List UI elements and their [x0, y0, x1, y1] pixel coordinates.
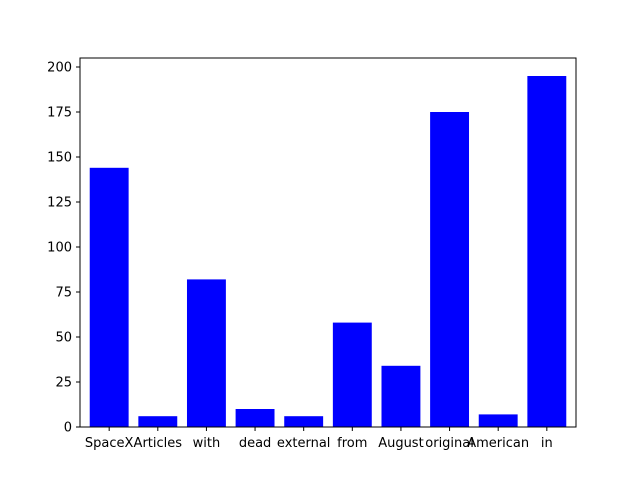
x-tick-label-articles: Articles [134, 436, 183, 451]
x-axis: SpaceX Articles with dead external from August… [85, 427, 553, 451]
x-tick-label-spacex: SpaceX [85, 436, 134, 451]
x-tick-label-american: American [467, 436, 529, 451]
x-tick-label-from: from [337, 436, 367, 451]
bar-with [186, 279, 226, 427]
y-tick-label: 200 [47, 61, 72, 76]
x-tick-label-dead: dead [239, 436, 271, 451]
bars-group [89, 76, 567, 428]
bar-dead [235, 409, 275, 427]
x-tick-label-external: external [277, 436, 331, 451]
y-tick-label: 0 [64, 421, 72, 436]
bar-original [430, 112, 470, 427]
bar-from [332, 322, 372, 427]
bar-external [284, 416, 324, 427]
plot-frame [79, 57, 577, 428]
bar-spacex [89, 167, 129, 428]
y-tick-label: 100 [47, 241, 72, 256]
y-tick-label: 50 [55, 331, 72, 346]
y-axis: 0 25 50 75 100 125 150 175 200 [47, 61, 80, 436]
x-tick-label-original: original [425, 436, 474, 451]
bar-august [381, 365, 421, 427]
y-tick-label: 75 [55, 286, 72, 301]
y-tick-label: 125 [47, 196, 72, 211]
y-tick-label: 175 [47, 106, 72, 121]
x-tick-label-with: with [193, 436, 221, 451]
bar-articles [138, 416, 178, 427]
y-tick-label: 25 [55, 376, 72, 391]
y-tick-label: 150 [47, 151, 72, 166]
x-tick-label-august: August [378, 436, 424, 451]
x-tick-label-in: in [541, 436, 553, 451]
bar-american [478, 414, 518, 427]
bar-in [527, 76, 567, 427]
